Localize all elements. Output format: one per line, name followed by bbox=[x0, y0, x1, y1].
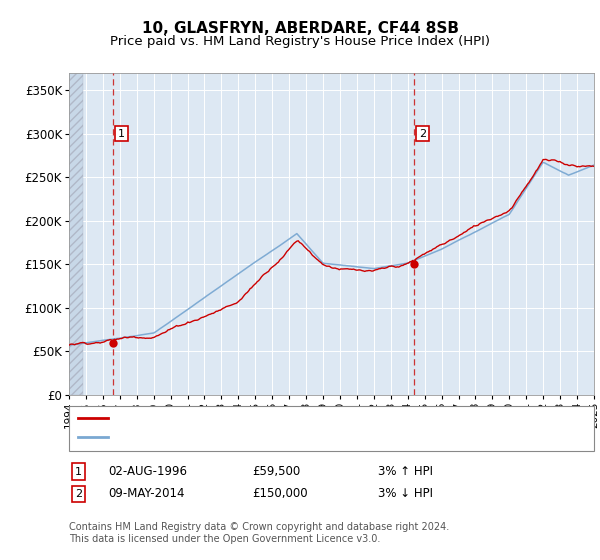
Text: Price paid vs. HM Land Registry's House Price Index (HPI): Price paid vs. HM Land Registry's House … bbox=[110, 35, 490, 48]
Text: Contains HM Land Registry data © Crown copyright and database right 2024.
This d: Contains HM Land Registry data © Crown c… bbox=[69, 522, 449, 544]
Text: 02-AUG-1996: 02-AUG-1996 bbox=[108, 465, 187, 478]
Bar bbox=[69, 73, 83, 395]
Text: 10, GLASFRYN, ABERDARE, CF44 8SB (detached house): 10, GLASFRYN, ABERDARE, CF44 8SB (detach… bbox=[114, 412, 440, 425]
Text: 09-MAY-2014: 09-MAY-2014 bbox=[108, 487, 185, 501]
Text: 2: 2 bbox=[419, 129, 426, 139]
Text: 3% ↓ HPI: 3% ↓ HPI bbox=[378, 487, 433, 501]
Text: £59,500: £59,500 bbox=[252, 465, 300, 478]
Text: 3% ↑ HPI: 3% ↑ HPI bbox=[378, 465, 433, 478]
Text: 10, GLASFRYN, ABERDARE, CF44 8SB: 10, GLASFRYN, ABERDARE, CF44 8SB bbox=[142, 21, 458, 36]
Text: 1: 1 bbox=[75, 466, 82, 477]
Text: £150,000: £150,000 bbox=[252, 487, 308, 501]
Text: HPI: Average price, detached house, Rhondda Cynon Taf: HPI: Average price, detached house, Rhon… bbox=[114, 431, 446, 444]
Text: 1: 1 bbox=[118, 129, 125, 139]
Text: 2: 2 bbox=[75, 489, 82, 499]
